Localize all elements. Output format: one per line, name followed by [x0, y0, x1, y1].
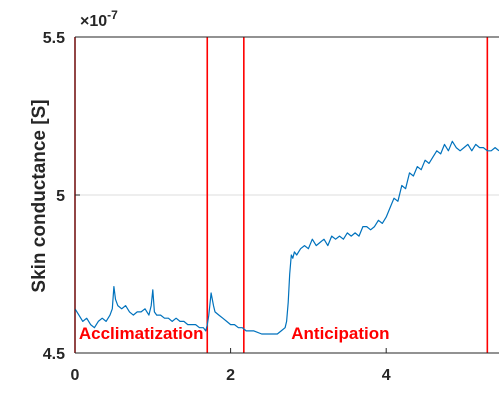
y-exponent-label: ×10-7 [80, 8, 118, 30]
axes [74, 36, 499, 354]
x-tick-label: 4 [382, 367, 391, 384]
data-series [74, 140, 499, 335]
series-line [74, 140, 499, 335]
y-axis-label: Skin conductance [S] [29, 99, 50, 292]
x-tick-label: 2 [226, 367, 235, 384]
phase-annotation: Anticipation [291, 324, 389, 343]
x-tick-label: 0 [71, 367, 80, 384]
y-tick-label: 5 [56, 188, 65, 205]
y-exponent-power: -7 [107, 8, 118, 22]
annotations: Acclimatization Anticipation [79, 324, 390, 343]
tick-labels: 0 2 4 4.5 5 5.5 [43, 30, 391, 384]
y-exponent-base: ×10 [80, 13, 107, 30]
phase-annotation: Acclimatization [79, 324, 204, 343]
y-tick-label: 4.5 [43, 346, 65, 363]
y-tick-label: 5.5 [43, 30, 65, 47]
